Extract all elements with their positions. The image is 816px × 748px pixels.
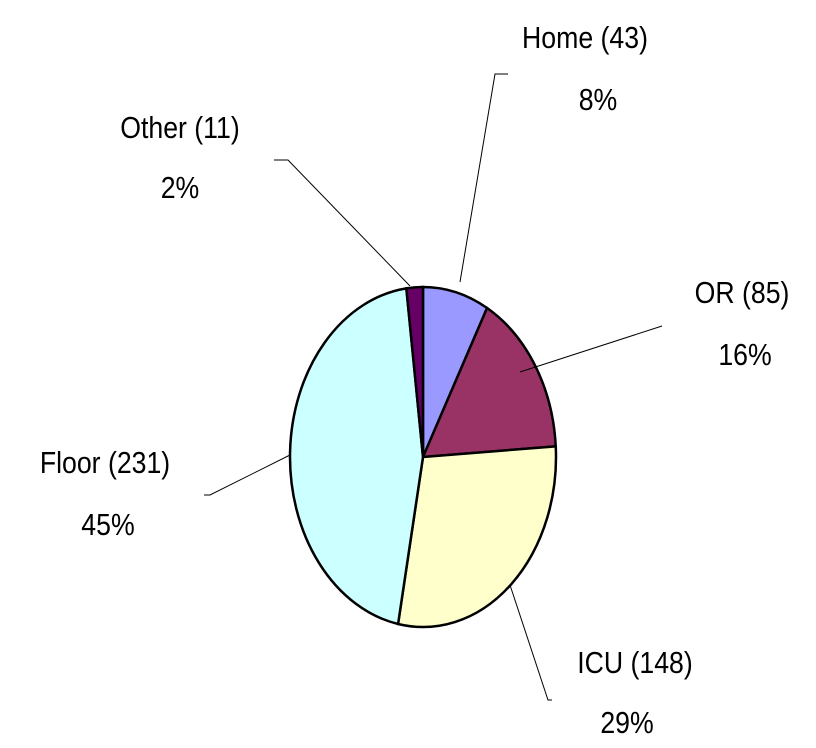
- slice-percent: 16%: [718, 338, 771, 372]
- leader-line: [509, 584, 552, 701]
- slice-percent: 45%: [81, 508, 134, 542]
- pie-slice: [396, 444, 558, 629]
- slice-label: OR (85): [695, 276, 790, 310]
- slice-percent: 2%: [161, 171, 200, 205]
- slice-percent: 29%: [600, 706, 653, 740]
- pie-slice: [288, 286, 425, 626]
- slice-label: ICU (148): [577, 646, 693, 680]
- leader-line: [519, 325, 663, 373]
- leader-line: [204, 454, 291, 496]
- leader-line: [274, 159, 411, 287]
- slice-percent: 8%: [579, 83, 618, 117]
- slice-label: Floor (231): [40, 446, 170, 480]
- pie-slice: [421, 306, 558, 459]
- leader-line: [459, 73, 508, 283]
- pie-slice: [404, 285, 425, 458]
- slice-label: Other (11): [120, 111, 240, 145]
- slice-label: Home (43): [522, 21, 648, 55]
